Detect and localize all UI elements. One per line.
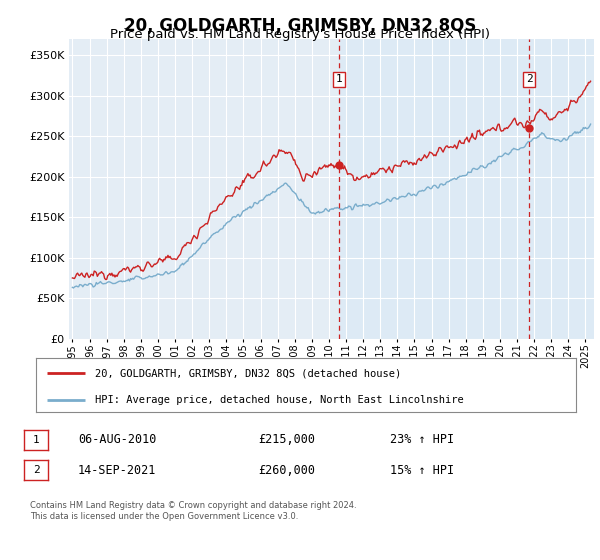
Text: 20, GOLDGARTH, GRIMSBY, DN32 8QS: 20, GOLDGARTH, GRIMSBY, DN32 8QS bbox=[124, 17, 476, 35]
Text: 06-AUG-2010: 06-AUG-2010 bbox=[78, 433, 157, 446]
Text: 2: 2 bbox=[32, 465, 40, 475]
Text: 2: 2 bbox=[526, 74, 533, 85]
Text: 14-SEP-2021: 14-SEP-2021 bbox=[78, 464, 157, 477]
Text: HPI: Average price, detached house, North East Lincolnshire: HPI: Average price, detached house, Nort… bbox=[95, 395, 464, 405]
Text: 20, GOLDGARTH, GRIMSBY, DN32 8QS (detached house): 20, GOLDGARTH, GRIMSBY, DN32 8QS (detach… bbox=[95, 368, 401, 379]
Text: 1: 1 bbox=[32, 435, 40, 445]
Text: Contains HM Land Registry data © Crown copyright and database right 2024.
This d: Contains HM Land Registry data © Crown c… bbox=[30, 501, 356, 521]
Text: Price paid vs. HM Land Registry's House Price Index (HPI): Price paid vs. HM Land Registry's House … bbox=[110, 28, 490, 41]
Text: £260,000: £260,000 bbox=[258, 464, 315, 477]
Bar bbox=[339, 39, 594, 339]
Text: £215,000: £215,000 bbox=[258, 433, 315, 446]
Text: 1: 1 bbox=[335, 74, 342, 85]
Text: 23% ↑ HPI: 23% ↑ HPI bbox=[390, 433, 454, 446]
Text: 15% ↑ HPI: 15% ↑ HPI bbox=[390, 464, 454, 477]
